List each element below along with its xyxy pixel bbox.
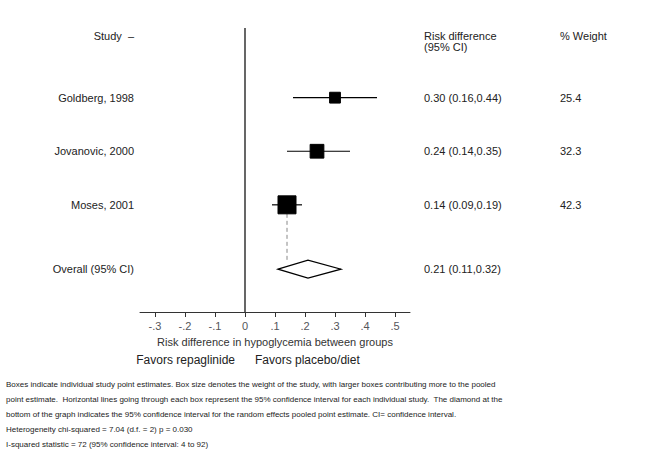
svg-text:0.14 (0.09,0.19): 0.14 (0.09,0.19) (424, 199, 502, 211)
svg-text:% Weight: % Weight (560, 30, 607, 42)
svg-text:point estimate. Horizontal li: point estimate. Horizontal lines going t… (6, 395, 503, 404)
svg-text:.1: .1 (270, 320, 279, 332)
svg-text:Jovanovic, 2000: Jovanovic, 2000 (55, 145, 135, 157)
svg-text:42.3: 42.3 (560, 199, 581, 211)
svg-text:Goldberg, 1998: Goldberg, 1998 (58, 92, 134, 104)
svg-text:bottom of the graph indicates: bottom of the graph indicates the 95% co… (6, 410, 456, 419)
svg-text:-.1: -.1 (209, 320, 222, 332)
svg-text:Risk difference: Risk difference (424, 30, 497, 43)
svg-text:Boxes indicate individual stud: Boxes indicate individual study point es… (6, 380, 495, 389)
svg-text:0.21 (0.11,0.32): 0.21 (0.11,0.32) (424, 263, 501, 275)
svg-text:Heterogeneity chi-squared = 7.: Heterogeneity chi-squared = 7.04 (d.f. =… (6, 425, 193, 434)
svg-text:.3: .3 (330, 320, 339, 332)
svg-text:.4: .4 (360, 320, 369, 332)
svg-text:-.2: -.2 (179, 320, 192, 332)
svg-text:0: 0 (242, 320, 248, 332)
svg-text:.5: .5 (390, 320, 399, 332)
svg-text:32.3: 32.3 (560, 145, 581, 157)
svg-text:(95% CI): (95% CI) (424, 41, 467, 53)
svg-text:0.24 (0.14,0.35): 0.24 (0.14,0.35) (424, 145, 502, 157)
svg-text:25.4: 25.4 (560, 92, 581, 104)
svg-text:-.3: -.3 (149, 320, 162, 332)
svg-text:Study –: Study – (94, 30, 135, 42)
svg-text:Moses, 2001: Moses, 2001 (71, 199, 134, 211)
svg-text:Favors repaglinide: Favors repaglinide (136, 353, 235, 367)
svg-text:.2: .2 (300, 320, 309, 332)
svg-text:Favors placebo/diet: Favors placebo/diet (255, 353, 360, 367)
svg-text:Overall (95% CI): Overall (95% CI) (53, 263, 134, 275)
svg-text:I-squared statistic = 72 (95%: I-squared statistic = 72 (95% confidence… (6, 440, 208, 449)
svg-text:0.30 (0.16,0.44): 0.30 (0.16,0.44) (424, 92, 502, 104)
svg-text:Risk difference in hypoglycemi: Risk difference in hypoglycemia between … (157, 336, 393, 348)
